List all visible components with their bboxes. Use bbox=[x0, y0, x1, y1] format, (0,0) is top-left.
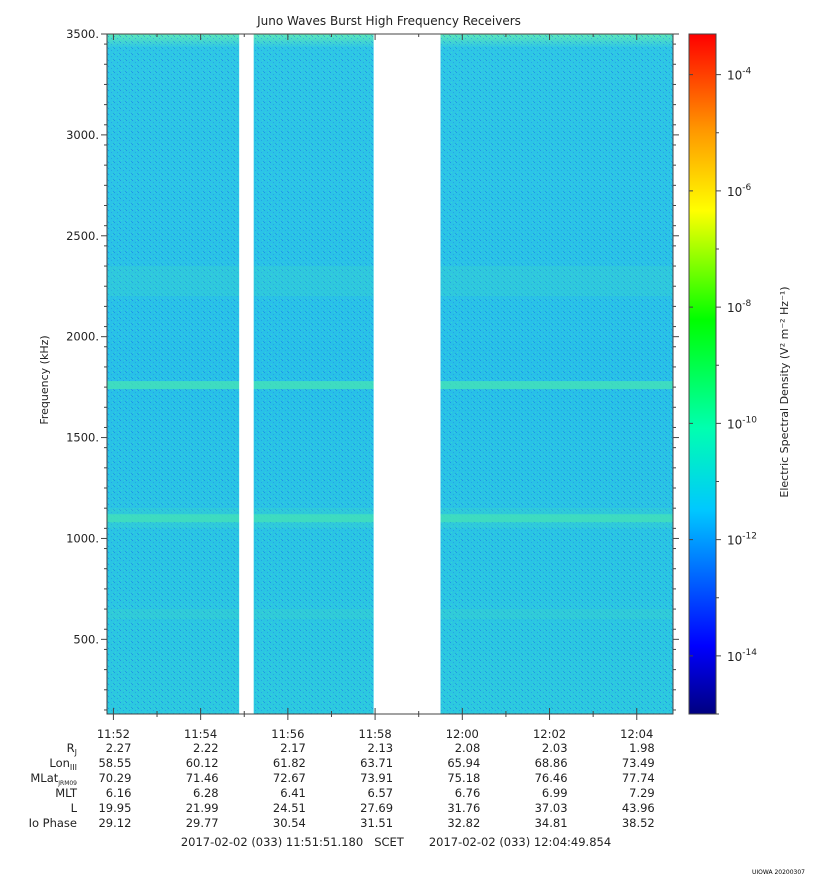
x-tick-label: 11:52 bbox=[97, 727, 130, 741]
ephemeris-value: 6.16 bbox=[106, 786, 132, 800]
colorbar-tick-label: 10-6 bbox=[727, 183, 752, 199]
ephemeris-row-label: MLatJRM09 bbox=[30, 771, 77, 787]
colorbar-tick-label: 10-10 bbox=[727, 415, 757, 431]
ephemeris-value: 72.67 bbox=[273, 771, 306, 785]
ephemeris-row-label: RJ bbox=[67, 741, 77, 757]
y-tick-label: 2000. bbox=[66, 330, 99, 344]
footer-scet: SCET bbox=[374, 835, 405, 849]
ephemeris-value: 2.17 bbox=[280, 741, 306, 755]
y-tick-label: 2500. bbox=[66, 229, 99, 243]
x-tick-label: 11:58 bbox=[359, 727, 392, 741]
ephemeris-value: 1.98 bbox=[629, 741, 655, 755]
ephemeris-value: 7.29 bbox=[629, 786, 655, 800]
plot-frame bbox=[106, 33, 674, 715]
ephemeris-value: 2.03 bbox=[542, 741, 568, 755]
x-tick-label: 12:04 bbox=[620, 727, 653, 741]
footer-end-time: 2017-02-02 (033) 12:04:49.854 bbox=[429, 835, 611, 849]
ephemeris-value: 38.52 bbox=[622, 816, 655, 830]
ephemeris-value: 70.29 bbox=[98, 771, 131, 785]
ephemeris-row-label: LonIII bbox=[49, 756, 77, 772]
ephemeris-value: 6.57 bbox=[367, 786, 393, 800]
ephemeris-value: 30.54 bbox=[273, 816, 306, 830]
credit-label: UIOWA 20200307 bbox=[752, 869, 805, 876]
ephemeris-value: 34.81 bbox=[535, 816, 568, 830]
ephemeris-value: 75.18 bbox=[447, 771, 480, 785]
ephemeris-value: 6.76 bbox=[455, 786, 481, 800]
y-axis: 500. 1000. 1500. 2000. 2500. 3000. 3500. bbox=[66, 27, 679, 711]
footer-start-time: 2017-02-02 (033) 11:51:51.180 bbox=[181, 835, 363, 849]
x-tick-label: 12:00 bbox=[446, 727, 479, 741]
ephemeris-value: 43.96 bbox=[622, 801, 655, 815]
ephemeris-row-label: Io Phase bbox=[29, 816, 77, 830]
ephemeris-value: 63.71 bbox=[360, 756, 393, 770]
y-axis-label: Frequency (kHz) bbox=[38, 335, 51, 424]
colorbar-gradient bbox=[688, 33, 717, 715]
ephemeris-value: 6.99 bbox=[542, 786, 568, 800]
ephemeris-value: 60.12 bbox=[186, 756, 219, 770]
ephemeris-value: 6.41 bbox=[280, 786, 306, 800]
colorbar-tick-label: 10-8 bbox=[727, 299, 752, 315]
colorbar-label: Electric Spectral Density (V² m⁻² Hz⁻¹) bbox=[778, 286, 791, 497]
ephemeris-value: 19.95 bbox=[98, 801, 131, 815]
data-gap-1 bbox=[373, 34, 441, 714]
ephemeris-value: 2.22 bbox=[193, 741, 219, 755]
data-gap-0 bbox=[239, 34, 254, 714]
ephemeris-table: RJ 2.27 2.22 2.17 2.13 2.08 2.03 1.98 LonIII 58.5… bbox=[29, 741, 655, 830]
ephemeris-value: 2.08 bbox=[455, 741, 481, 755]
colorbar-tick-label: 10-12 bbox=[727, 532, 757, 548]
ephemeris-value: 2.13 bbox=[367, 741, 393, 755]
x-tick-label: 11:56 bbox=[271, 727, 304, 741]
ephemeris-value: 73.49 bbox=[622, 756, 655, 770]
ephemeris-value: 73.91 bbox=[360, 771, 393, 785]
ephemeris-value: 61.82 bbox=[273, 756, 306, 770]
ephemeris-value: 2.27 bbox=[106, 741, 132, 755]
ephemeris-value: 29.12 bbox=[98, 816, 131, 830]
x-tick-label: 12:02 bbox=[533, 727, 566, 741]
ephemeris-value: 68.86 bbox=[535, 756, 568, 770]
ephemeris-row-label: L bbox=[71, 801, 78, 815]
colorbar-tick-label: 10-14 bbox=[727, 648, 757, 664]
ephemeris-value: 31.51 bbox=[360, 816, 393, 830]
y-tick-label: 1000. bbox=[66, 531, 99, 545]
y-tick-label: 500. bbox=[73, 632, 99, 646]
ephemeris-value: 29.77 bbox=[186, 816, 219, 830]
ephemeris-value: 6.28 bbox=[193, 786, 219, 800]
ephemeris-value: 27.69 bbox=[360, 801, 393, 815]
ephemeris-row-label: MLT bbox=[55, 786, 78, 800]
ephemeris-value: 24.51 bbox=[273, 801, 306, 815]
y-tick-label: 1500. bbox=[66, 431, 99, 445]
ephemeris-value: 77.74 bbox=[622, 771, 655, 785]
ephemeris-value: 76.46 bbox=[535, 771, 568, 785]
ephemeris-value: 31.76 bbox=[447, 801, 480, 815]
x-tick-label: 11:54 bbox=[184, 727, 217, 741]
ephemeris-value: 65.94 bbox=[447, 756, 480, 770]
x-axis: 11:52 11:54 11:56 11:58 12:00 12:02 12:04 bbox=[97, 34, 653, 741]
ephemeris-value: 32.82 bbox=[447, 816, 480, 830]
y-tick-label: 3000. bbox=[66, 128, 99, 142]
ephemeris-value: 37.03 bbox=[535, 801, 568, 815]
ephemeris-value: 71.46 bbox=[186, 771, 219, 785]
spectrogram-plot-area bbox=[106, 33, 674, 715]
y-tick-label: 3500. bbox=[66, 27, 99, 41]
ephemeris-value: 21.99 bbox=[186, 801, 219, 815]
ephemeris-value: 58.55 bbox=[98, 756, 131, 770]
colorbar-tick-label: 10-4 bbox=[727, 67, 752, 83]
chart-title: Juno Waves Burst High Frequency Receiver… bbox=[256, 14, 521, 28]
colorbar: 10-4 10-6 10-8 10-10 10-12 10-14 bbox=[688, 33, 757, 715]
